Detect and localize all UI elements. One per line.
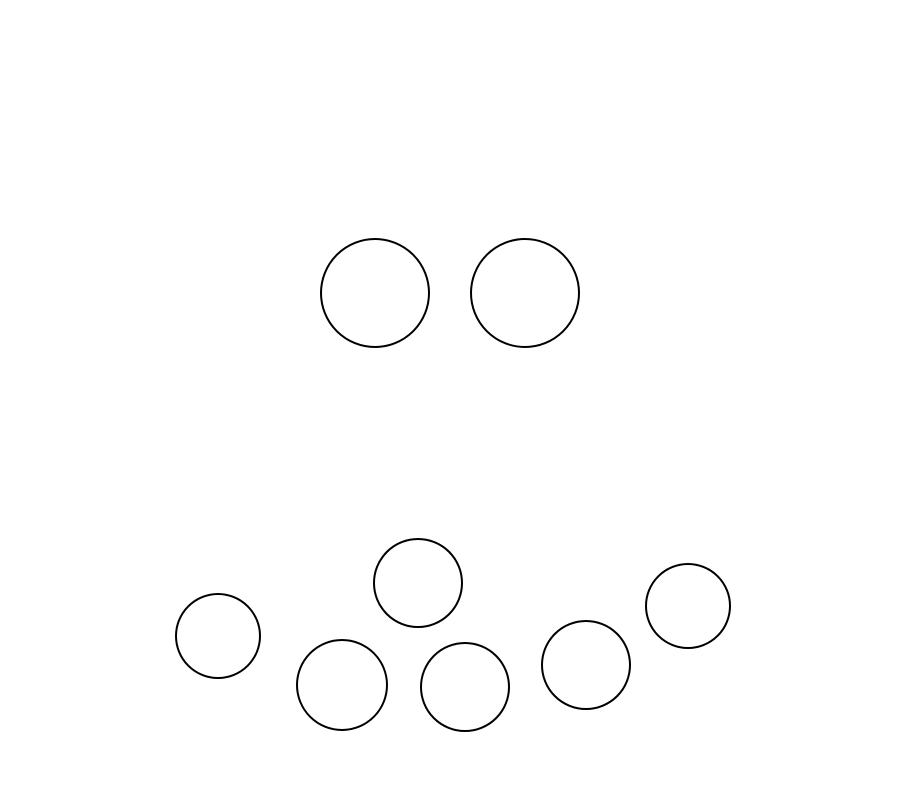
circle-mouth-2 (297, 640, 387, 730)
circle-mouth-4 (421, 643, 509, 731)
circle-mouth-1 (176, 594, 260, 678)
circle-eye-right (471, 239, 579, 347)
circle-mouth-3 (374, 539, 462, 627)
circle-mouth-5 (542, 621, 630, 709)
circle-mouth-6 (646, 564, 730, 648)
circle-eye-left (321, 239, 429, 347)
diagram-canvas (0, 0, 906, 791)
